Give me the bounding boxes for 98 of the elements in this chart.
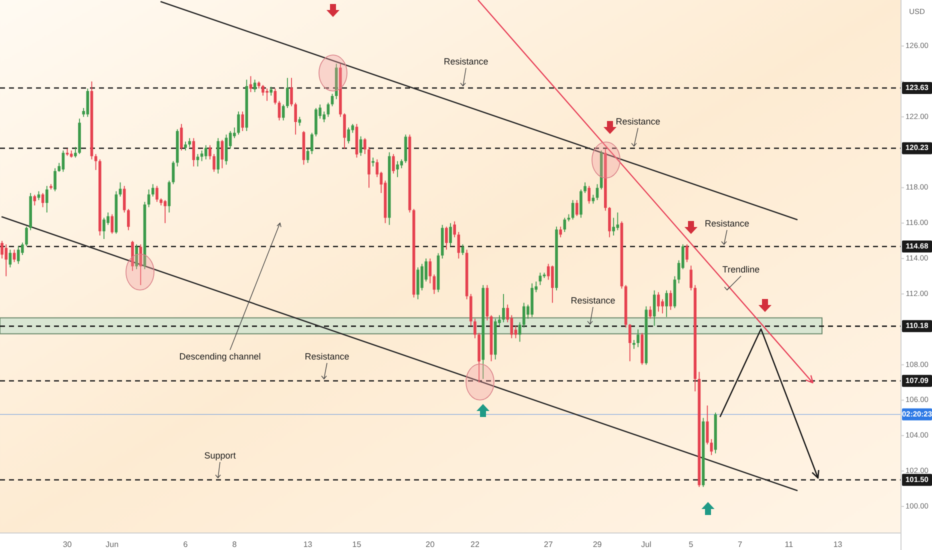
candlestick (584, 182, 586, 194)
candlestick (665, 290, 668, 318)
candlestick (45, 185, 48, 213)
candlestick (180, 124, 183, 151)
candlestick (192, 138, 196, 167)
candlestick (290, 77, 293, 107)
candlestick (286, 77, 289, 108)
candlestick (347, 127, 350, 144)
candlestick (237, 111, 240, 136)
candlestick (608, 206, 611, 238)
candlestick (461, 244, 464, 256)
x-tick-label: 5 (688, 540, 694, 550)
annotation: Resistance (704, 218, 750, 228)
candlestick (453, 220, 456, 238)
x-tick-label: 8 (232, 540, 238, 550)
candlestick (294, 102, 297, 136)
candlestick (262, 84, 264, 96)
candlestick (110, 214, 114, 234)
candlestick (559, 226, 562, 238)
candlestick (580, 189, 582, 218)
candlestick (127, 208, 130, 231)
candlestick (648, 306, 652, 320)
candlestick (686, 244, 688, 263)
annotation: Descending channel (179, 351, 261, 362)
candlestick (151, 184, 154, 198)
candlestick (571, 200, 574, 220)
x-tick-label: Jul (641, 540, 652, 550)
candlestick (449, 222, 452, 247)
x-tick-label: 30 (62, 540, 72, 550)
annotation: Resistance (444, 56, 488, 66)
annotation: Support (204, 450, 236, 460)
candlestick (54, 168, 56, 192)
x-tick-label: 11 (784, 540, 794, 550)
candlestick (212, 154, 216, 172)
candlestick (156, 185, 158, 202)
candlestick (310, 132, 314, 155)
candlestick (25, 226, 28, 247)
x-tick-label: 29 (592, 540, 602, 550)
candlestick (710, 438, 713, 456)
candlestick (612, 217, 615, 236)
candlestick (596, 184, 599, 201)
candlestick (396, 160, 399, 178)
candlestick (420, 263, 424, 291)
annotation: Resistance (304, 351, 350, 362)
candlestick (343, 112, 346, 150)
candlestick (669, 290, 672, 310)
candlestick (575, 200, 578, 216)
x-tick-label: 7 (738, 540, 743, 550)
candlestick (0, 240, 4, 259)
candlestick (102, 217, 106, 240)
annotation: Trendline (722, 264, 760, 274)
candlestick (164, 200, 167, 224)
candlestick (74, 146, 77, 158)
x-tick-label: 20 (426, 540, 436, 550)
candlestick (196, 154, 200, 167)
x-tick-label: 27 (544, 540, 554, 550)
candlestick (322, 111, 326, 123)
candlestick (628, 324, 632, 362)
candlestick (652, 290, 656, 326)
candlestick (208, 144, 212, 160)
candlestick (563, 217, 566, 232)
candlestick (86, 88, 90, 118)
candlestick (220, 139, 224, 169)
x-tick-label: 15 (352, 540, 362, 550)
candlestick (266, 88, 268, 102)
candlestick (661, 298, 664, 314)
x-tick-label: 6 (183, 540, 188, 550)
x-tick-label: 13 (833, 540, 843, 550)
candlestick (253, 79, 256, 93)
x-tick-label: 13 (303, 540, 313, 550)
candlestick (657, 292, 660, 312)
candlestick (363, 138, 366, 155)
candlestick (278, 100, 281, 121)
candlestick (428, 258, 432, 284)
candlestick (445, 226, 448, 250)
annotation: Resistance (616, 116, 660, 126)
candlestick (474, 318, 476, 339)
candlestick (282, 104, 285, 121)
candlestick (330, 93, 334, 107)
candlestick (551, 265, 554, 304)
candlestick (616, 212, 620, 231)
candlestick (636, 328, 640, 348)
candlestick (135, 244, 138, 270)
candlestick (690, 265, 692, 291)
x-tick-label: Jun (106, 540, 119, 550)
candlestick (392, 154, 395, 174)
candlestick (522, 302, 526, 328)
candlestick (241, 111, 244, 132)
annotation: Resistance (570, 295, 616, 306)
x-tick-label: 22 (470, 540, 480, 550)
candlestick (588, 185, 591, 204)
candlestick (457, 232, 460, 259)
candlestick (538, 272, 542, 286)
candlestick (502, 293, 505, 323)
candlestick (372, 157, 374, 167)
candlestick (168, 180, 171, 213)
candlestick (4, 244, 8, 277)
candlestick (204, 144, 208, 160)
